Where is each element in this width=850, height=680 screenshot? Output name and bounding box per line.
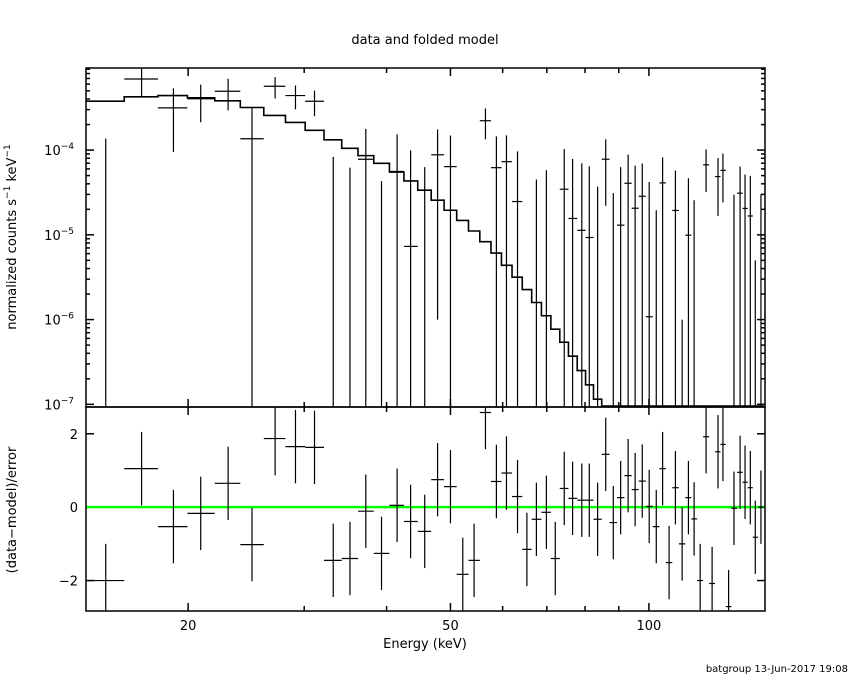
bottom-y-axis-label: (data−model)/error (5, 446, 20, 573)
y-tick-label: 10−4 (44, 142, 74, 159)
x-tick-label: 100 (636, 619, 661, 634)
top-panel-marks (86, 68, 764, 407)
chart-title: data and folded model (351, 33, 498, 48)
bottom-panel-frame (85, 406, 766, 612)
y-tick-label: 2 (70, 428, 78, 443)
x-axis-label: Energy (keV) (383, 637, 467, 652)
model-step-line (86, 94, 764, 407)
y-tick-label: 10−7 (44, 396, 74, 413)
y-tick-label: 0 (70, 501, 78, 516)
x-tick-label: 50 (442, 619, 459, 634)
top-y-axis-label: normalized counts s−1 keV−1 (3, 144, 20, 329)
bottom-panel-marks (86, 407, 765, 611)
y-tick-label: 10−6 (44, 312, 74, 329)
y-tick-label: −2 (59, 575, 78, 590)
bottom-panel-ticks: −2 0 2 20 50 100 (59, 407, 765, 634)
top-panel-ticks: 10−7 10−6 10−5 10−4 (44, 68, 765, 413)
y-tick-label: 10−5 (44, 227, 74, 244)
footer-timestamp: batgroup 13-Jun-2017 19:08 (706, 664, 848, 675)
x-tick-label: 20 (180, 619, 197, 634)
